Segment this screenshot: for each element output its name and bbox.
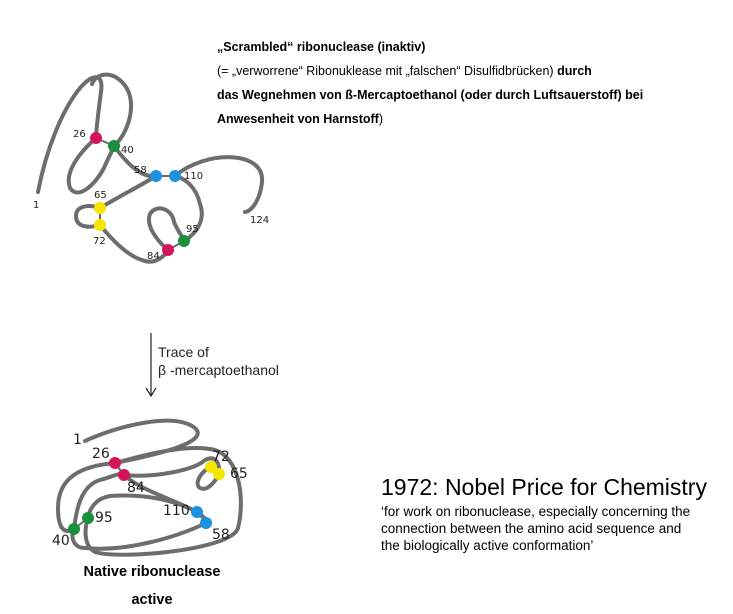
nobel-quote-line-1: ‘for work on ribonuclease, especially co… — [381, 504, 691, 519]
down-arrow — [145, 333, 157, 398]
heading-line-4-text: ) — [378, 112, 383, 126]
arrow-label: Trace of β -mercaptoethanol — [158, 343, 279, 379]
cys-72-dot — [94, 219, 106, 231]
native-caption-line-1: Native ribonuclease — [83, 564, 221, 580]
native-label-start-1: 1 — [73, 432, 82, 448]
cys-65-dot — [94, 202, 106, 214]
nobel-quote-line-3: the biologically active conformation’ — [381, 538, 594, 553]
label-95: 95 — [186, 224, 199, 235]
native-cys-58-dot — [200, 517, 212, 529]
arrow-label-line-1: Trace of — [158, 344, 209, 360]
heading-line-2: (= „verworrene“ Ribonuklease mit „falsch… — [217, 59, 727, 83]
heading-line-3: das Wegnehmen von ß-Mercaptoethanol (ode… — [217, 88, 644, 102]
native-caption: Native ribonuclease active — [72, 558, 232, 614]
cys-40-dot — [108, 140, 120, 152]
native-label-110: 110 — [163, 503, 190, 519]
label-110: 110 — [184, 171, 203, 182]
arrow-head — [145, 387, 157, 398]
native-label-58: 58 — [212, 527, 230, 543]
cys-84-dot — [162, 244, 174, 256]
label-40: 40 — [121, 145, 134, 156]
native-cys-95-dot — [82, 512, 94, 524]
heading-line-4-bold: Anwesenheit von Harnstoff — [217, 112, 379, 126]
native-ribonuclease: 1 26 84 72 65 95 40 110 58 — [52, 418, 248, 557]
native-chain — [56, 418, 243, 557]
label-58: 58 — [134, 165, 147, 176]
native-label-72: 72 — [212, 449, 230, 465]
label-start-1: 1 — [33, 200, 39, 211]
native-cys-26-dot — [109, 457, 121, 469]
native-label-65: 65 — [230, 466, 248, 482]
native-caption-line-2: active — [131, 592, 173, 608]
scrambled-chain — [36, 72, 265, 264]
label-84: 84 — [147, 251, 160, 262]
label-72: 72 — [93, 236, 106, 247]
native-cys-72-dot — [205, 461, 217, 473]
scrambled-ribonuclease: 1 124 26 40 58 110 65 72 95 84 — [33, 72, 269, 264]
label-end-124: 124 — [250, 215, 269, 226]
heading-block: „Scrambled“ ribonuclease (inaktiv) (= „v… — [217, 35, 727, 131]
cys-58-dot — [150, 170, 162, 182]
native-cys-40-dot — [68, 523, 80, 535]
cys-110-dot — [169, 170, 181, 182]
native-cys-84-dot — [118, 469, 130, 481]
label-65: 65 — [94, 190, 107, 201]
heading-line-2-text: (= „verworrene“ Ribonuklease mit „falsch… — [217, 64, 558, 78]
cys-95-dot — [178, 235, 190, 247]
label-26: 26 — [73, 129, 86, 140]
native-label-26: 26 — [92, 446, 110, 462]
native-cys-110-dot — [191, 506, 203, 518]
native-label-95: 95 — [95, 510, 113, 526]
nobel-title: 1972: Nobel Price for Chemistry — [381, 474, 707, 500]
nobel-quote-line-2: connection between the amino acid sequen… — [381, 521, 682, 536]
cys-26-dot — [90, 132, 102, 144]
arrow-label-line-2: β -mercaptoethanol — [158, 362, 279, 378]
heading-title: „Scrambled“ ribonuclease (inaktiv) — [217, 40, 426, 54]
native-cys-65-dot — [213, 468, 225, 480]
heading-line-2-bold: durch — [557, 64, 592, 78]
native-label-84: 84 — [127, 480, 145, 496]
native-label-40: 40 — [52, 533, 70, 549]
nobel-quote: ‘for work on ribonuclease, especially co… — [381, 503, 733, 554]
heading-line-4: Anwesenheit von Harnstoff) — [217, 107, 727, 131]
